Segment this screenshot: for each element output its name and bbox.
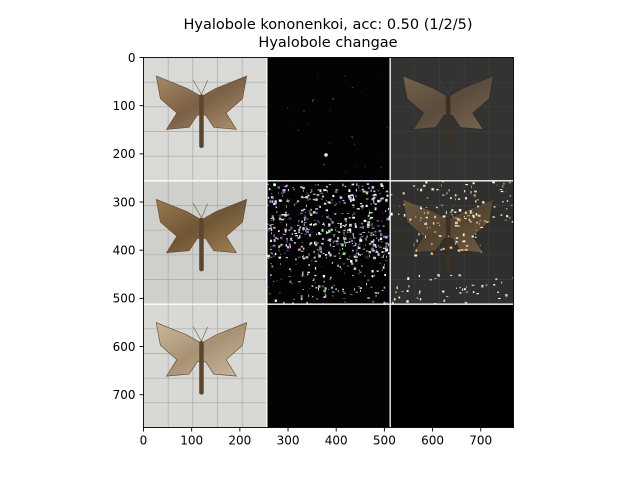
image-tile-r1-c0: [143, 180, 267, 305]
image-tile-r0-c1: [266, 57, 391, 181]
y-tick-label: 200: [113, 147, 136, 161]
y-tick-label: 400: [113, 244, 136, 258]
x-tick-label: 400: [325, 434, 348, 448]
moth-body: [445, 217, 451, 272]
x-tick-label: 0: [140, 434, 148, 448]
y-tick-label: 100: [113, 99, 136, 113]
x-tick-label: 500: [373, 434, 396, 448]
y-tick-label: 300: [113, 195, 136, 209]
moth-body: [199, 217, 204, 272]
moth-body: [199, 94, 204, 148]
y-tick-label: 600: [113, 340, 136, 354]
image-tile-r2-c0: [143, 304, 267, 428]
x-tick-label: 100: [180, 434, 203, 448]
image-tile-r0-c2: [390, 57, 514, 181]
moth-body: [445, 94, 451, 148]
y-tick-label: 700: [113, 388, 136, 402]
x-tick-label: 700: [469, 434, 492, 448]
image-tile-r2-c1: [266, 304, 391, 428]
moth-body: [199, 341, 204, 395]
image-tile-r1-c2: [390, 180, 514, 305]
x-tick-label: 600: [421, 434, 444, 448]
chart-title: Hyalobole kononenkoi, acc: 0.50 (1/2/5): [183, 17, 473, 33]
chart-subtitle: Hyalobole changae: [258, 35, 398, 51]
image-tile-r0-c0: [143, 57, 267, 181]
y-tick-label: 500: [113, 292, 136, 306]
x-tick-label: 300: [277, 434, 300, 448]
image-tile-r2-c2: [390, 304, 514, 428]
y-tick-label: 0: [128, 51, 136, 65]
x-tick-label: 200: [228, 434, 251, 448]
image-tile-r1-c1: [266, 180, 391, 305]
axes-frame: [143, 57, 514, 428]
